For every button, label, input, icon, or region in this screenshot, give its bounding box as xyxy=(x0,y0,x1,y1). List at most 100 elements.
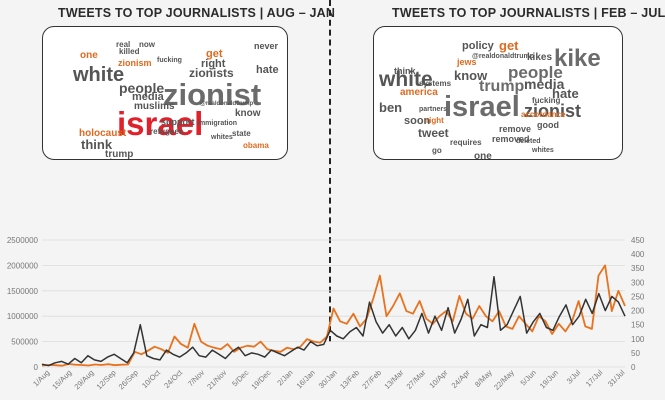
x-axis-tick-label: 3/Jul xyxy=(565,368,583,386)
x-axis-tick-label: 30/Jan xyxy=(317,368,339,390)
left-cloud-word: right xyxy=(201,58,226,70)
left-axis-tick-label: 1500000 xyxy=(7,287,39,296)
left-cloud-word: zionism xyxy=(118,58,152,68)
left-cloud-word: zionist xyxy=(163,77,262,112)
x-axis-tick-label: 24/Apr xyxy=(450,368,472,390)
x-axis-tick-label: 5/Jun xyxy=(519,368,538,387)
left-cloud-word: white xyxy=(73,64,125,86)
right-axis-tick-label: 350 xyxy=(631,264,645,273)
right-cloud-word: israel xyxy=(444,91,520,123)
left-cloud-word: fucking xyxy=(157,57,182,64)
left-axis-tick-label: 2000000 xyxy=(7,261,39,270)
left-cloud-title: TWEETS TO TOP JOURNALISTS | AUG – JAN xyxy=(58,6,336,20)
right-axis-tick-label: 200 xyxy=(631,307,645,316)
left-cloud-word: immigration xyxy=(197,120,238,127)
left-cloud-word: support xyxy=(161,117,195,127)
right-axis-tick-label: 450 xyxy=(631,236,645,245)
left-cloud-word: holocaust xyxy=(79,128,127,139)
x-axis-tick-label: 15/Aug xyxy=(50,368,73,391)
left-cloud-word: state xyxy=(232,129,251,138)
right-word-cloud: israel kike white people zionist trump media ha… xyxy=(373,26,623,160)
right-cloud-word: america xyxy=(400,87,438,98)
right-cloud-word: hate xyxy=(552,86,579,101)
left-axis-tick-label: 2500000 xyxy=(7,236,39,245)
left-cloud-word: israel xyxy=(117,105,204,142)
x-axis-tick-label: 24/Oct xyxy=(162,367,185,390)
x-axis-tick-label: 27/Mar xyxy=(405,368,428,391)
left-axis-tick-label: 1000000 xyxy=(7,312,39,321)
right-cloud-word: ben xyxy=(379,100,403,115)
right-axis-tick-label: 250 xyxy=(631,292,645,301)
right-cloud-word: right xyxy=(426,116,444,125)
left-cloud-word: get xyxy=(206,48,223,60)
right-cloud-word: get xyxy=(499,38,519,53)
right-axis-tick-label: 300 xyxy=(631,278,645,287)
right-cloud-word: one xyxy=(474,151,492,160)
left-cloud-word: obama xyxy=(243,141,269,150)
dark-series-line xyxy=(41,275,626,367)
left-cloud-word: never xyxy=(254,41,279,51)
left-word-cloud: israel zionist white people zionists media mus… xyxy=(42,26,288,160)
right-cloud-word: zionist xyxy=(524,101,581,121)
left-cloud-word: zionists xyxy=(189,66,234,80)
left-cloud-word: think xyxy=(81,137,113,152)
x-axis-tick-label: 29/Aug xyxy=(72,368,95,391)
x-axis-tick-label: 17/Jul xyxy=(584,368,605,389)
right-cloud-word: systems xyxy=(419,79,452,88)
left-cloud-word: hate xyxy=(256,64,279,76)
left-cloud-word: real xyxy=(116,40,131,49)
right-cloud-word: tweet xyxy=(418,126,449,140)
x-axis-tick-label: 13/Mar xyxy=(382,368,405,391)
x-axis-tick-label: 27/Feb xyxy=(360,368,383,391)
right-cloud-word: policy xyxy=(462,40,494,52)
right-cloud-word: deleted xyxy=(516,138,541,145)
x-axis-tick-label: 10/Apr xyxy=(427,368,449,390)
left-cloud-word: @realdonaldtrump xyxy=(200,101,254,107)
x-axis-tick-label: 7/Nov xyxy=(186,368,206,388)
x-axis-tick-label: 8/May xyxy=(473,368,494,389)
right-cloud-word: people xyxy=(508,63,563,82)
left-cloud-word: know xyxy=(235,108,261,119)
right-axis-tick-label: 50 xyxy=(631,349,640,358)
x-axis-tick-label: 26/Sep xyxy=(117,368,140,391)
left-cloud-word: killed xyxy=(119,47,140,56)
left-cloud-word: one xyxy=(80,50,98,61)
right-cloud-word: go xyxy=(432,146,442,155)
right-cloud-title: TWEETS TO TOP JOURNALISTS | FEB – JUL xyxy=(392,6,665,20)
left-cloud-word: media xyxy=(132,91,164,103)
x-axis-tick-label: 10/Oct xyxy=(140,367,163,390)
right-axis-tick-label: 400 xyxy=(631,250,645,259)
left-cloud-word: trump xyxy=(105,149,134,160)
x-axis-tick-label: 16/Jan xyxy=(295,368,317,390)
right-cloud-word: white xyxy=(379,68,433,91)
x-axis-tick-label: 21/Nov xyxy=(205,368,228,391)
orange-series-line xyxy=(41,264,626,367)
left-cloud-word: people xyxy=(119,80,165,96)
x-axis-tick-label: 12/Sep xyxy=(95,368,118,391)
right-cloud-word: @realdonaldtrump xyxy=(472,53,535,60)
right-cloud-word: trump xyxy=(479,78,525,95)
x-axis-tick-label: 5/Dec xyxy=(230,368,250,388)
x-axis-tick-label: 22/May xyxy=(492,368,516,392)
left-cloud-word: america xyxy=(88,158,122,160)
right-axis-tick-label: 100 xyxy=(631,335,645,344)
right-cloud-word: remove xyxy=(499,124,532,134)
x-axis-tick-label: 2/Jan xyxy=(275,368,294,387)
right-cloud-word: know xyxy=(454,68,488,83)
left-cloud-word: whites xyxy=(211,134,233,141)
right-cloud-word: whites xyxy=(532,147,554,154)
right-cloud-word: soon xyxy=(404,115,431,127)
right-axis-tick-label: 150 xyxy=(631,321,645,330)
right-cloud-word: media xyxy=(524,76,565,92)
x-axis-tick-label: 13/Feb xyxy=(338,368,361,391)
right-cloud-word: jews xyxy=(457,57,477,67)
right-cloud-word: removed xyxy=(492,134,530,144)
right-cloud-word: requires xyxy=(450,138,482,147)
right-cloud-word: fucking xyxy=(532,96,561,105)
right-cloud-word: partners xyxy=(419,106,448,113)
x-axis-tick-label: 19/Dec xyxy=(249,368,272,391)
right-cloud-word: accordance xyxy=(521,110,566,119)
left-cloud-word: now xyxy=(139,40,155,49)
period-divider xyxy=(329,0,331,342)
right-cloud-word: good xyxy=(537,120,559,130)
